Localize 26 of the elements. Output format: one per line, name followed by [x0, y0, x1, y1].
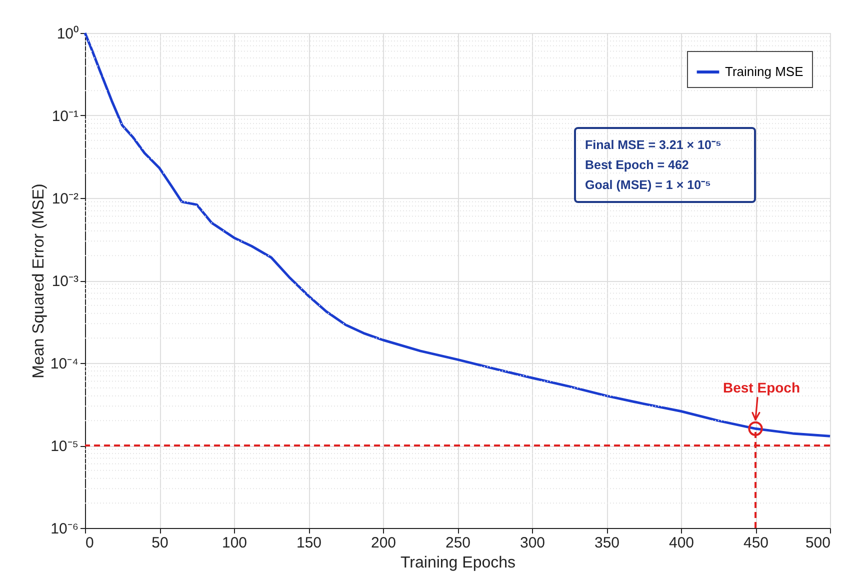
y-tick-label: 10⁻⁵ [50, 438, 78, 455]
y-tick-label: 10⁻² [52, 190, 78, 208]
x-tick-label: 350 [594, 534, 620, 552]
x-tick-label: 150 [296, 534, 322, 552]
y-tick-label: 10⁻³ [52, 273, 78, 290]
x-tick-label: 250 [445, 534, 471, 552]
x-tick-label: 200 [370, 534, 396, 552]
x-tick-label: 450 [743, 534, 769, 552]
x-tick-label: 500 [805, 534, 830, 552]
x-axis-title: Training Epochs [400, 554, 516, 572]
annotation: Best Epoch = 462 [585, 158, 689, 172]
y-tick-label: 10⁻⁴ [50, 356, 78, 372]
annotation: Best Epoch [722, 380, 800, 396]
x-tick-label: 50 [152, 534, 168, 552]
annotation: Goal (MSE) = 1 × 10⁻⁵ [585, 178, 712, 192]
y-tick-label: 10⁰ [56, 26, 78, 42]
x-tick-label: 400 [668, 534, 694, 552]
y-axis-title: Mean Squared Error (MSE) [30, 184, 48, 378]
line-series [84, 32, 832, 438]
x-tick-label: 0 [86, 534, 94, 552]
x-tick-label: 100 [222, 534, 248, 552]
x-tick-label: 300 [520, 534, 546, 552]
y-tick-label: 10⁻⁶ [50, 520, 78, 538]
legend-label: Training MSE [725, 64, 804, 79]
annotation: Final MSE = 3.21 × 10⁻⁵ [585, 138, 722, 152]
y-tick-label: 10⁻¹ [52, 108, 78, 125]
